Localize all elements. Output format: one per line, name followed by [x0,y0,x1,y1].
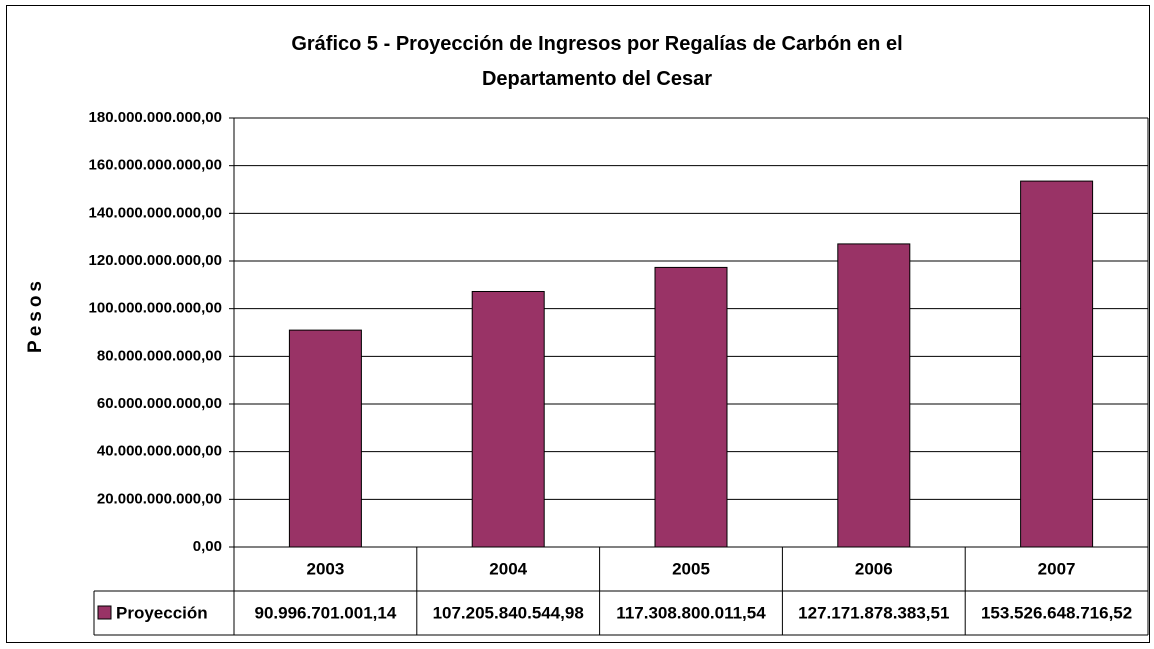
bar [654,266,728,548]
y-tick-label: 160.000.000.000,00 [89,157,222,174]
x-tick-label: 2007 [1038,559,1076,578]
data-table-value: 90.996.701.001,14 [254,603,396,622]
y-tick-label: 20.000.000.000,00 [97,490,222,507]
bar [837,243,911,548]
y-tick-label: 140.000.000.000,00 [89,204,222,221]
data-table-value: 153.526.648.716,52 [981,603,1132,622]
y-tick-label: 60.000.000.000,00 [97,395,222,412]
legend-label: Proyección [116,603,208,622]
y-tick-label: 100.000.000.000,00 [89,300,222,317]
y-tick-label: 120.000.000.000,00 [89,252,222,269]
x-tick-label: 2003 [306,559,344,578]
x-tick-label: 2005 [672,559,710,578]
y-tick-label: 80.000.000.000,00 [97,347,222,364]
data-table-value: 117.308.800.011,54 [616,603,766,622]
data-table-value: 107.205.840.544,98 [433,603,584,622]
bar [1020,180,1094,548]
y-axis-label: Pesos [25,277,46,353]
y-tick-label: 0,00 [193,538,222,555]
bar [288,329,362,548]
x-tick-label: 2004 [489,559,527,578]
data-table-value: 127.171.878.383,51 [798,603,949,622]
y-tick-label: 180.000.000.000,00 [89,109,222,126]
x-tick-label: 2006 [855,559,893,578]
chart-title: Gráfico 5 - Proyección de Ingresos por R… [291,33,903,90]
y-tick-label: 40.000.000.000,00 [97,443,222,460]
chart-border [6,5,1150,643]
legend-swatch [97,605,112,620]
bar [471,290,545,548]
